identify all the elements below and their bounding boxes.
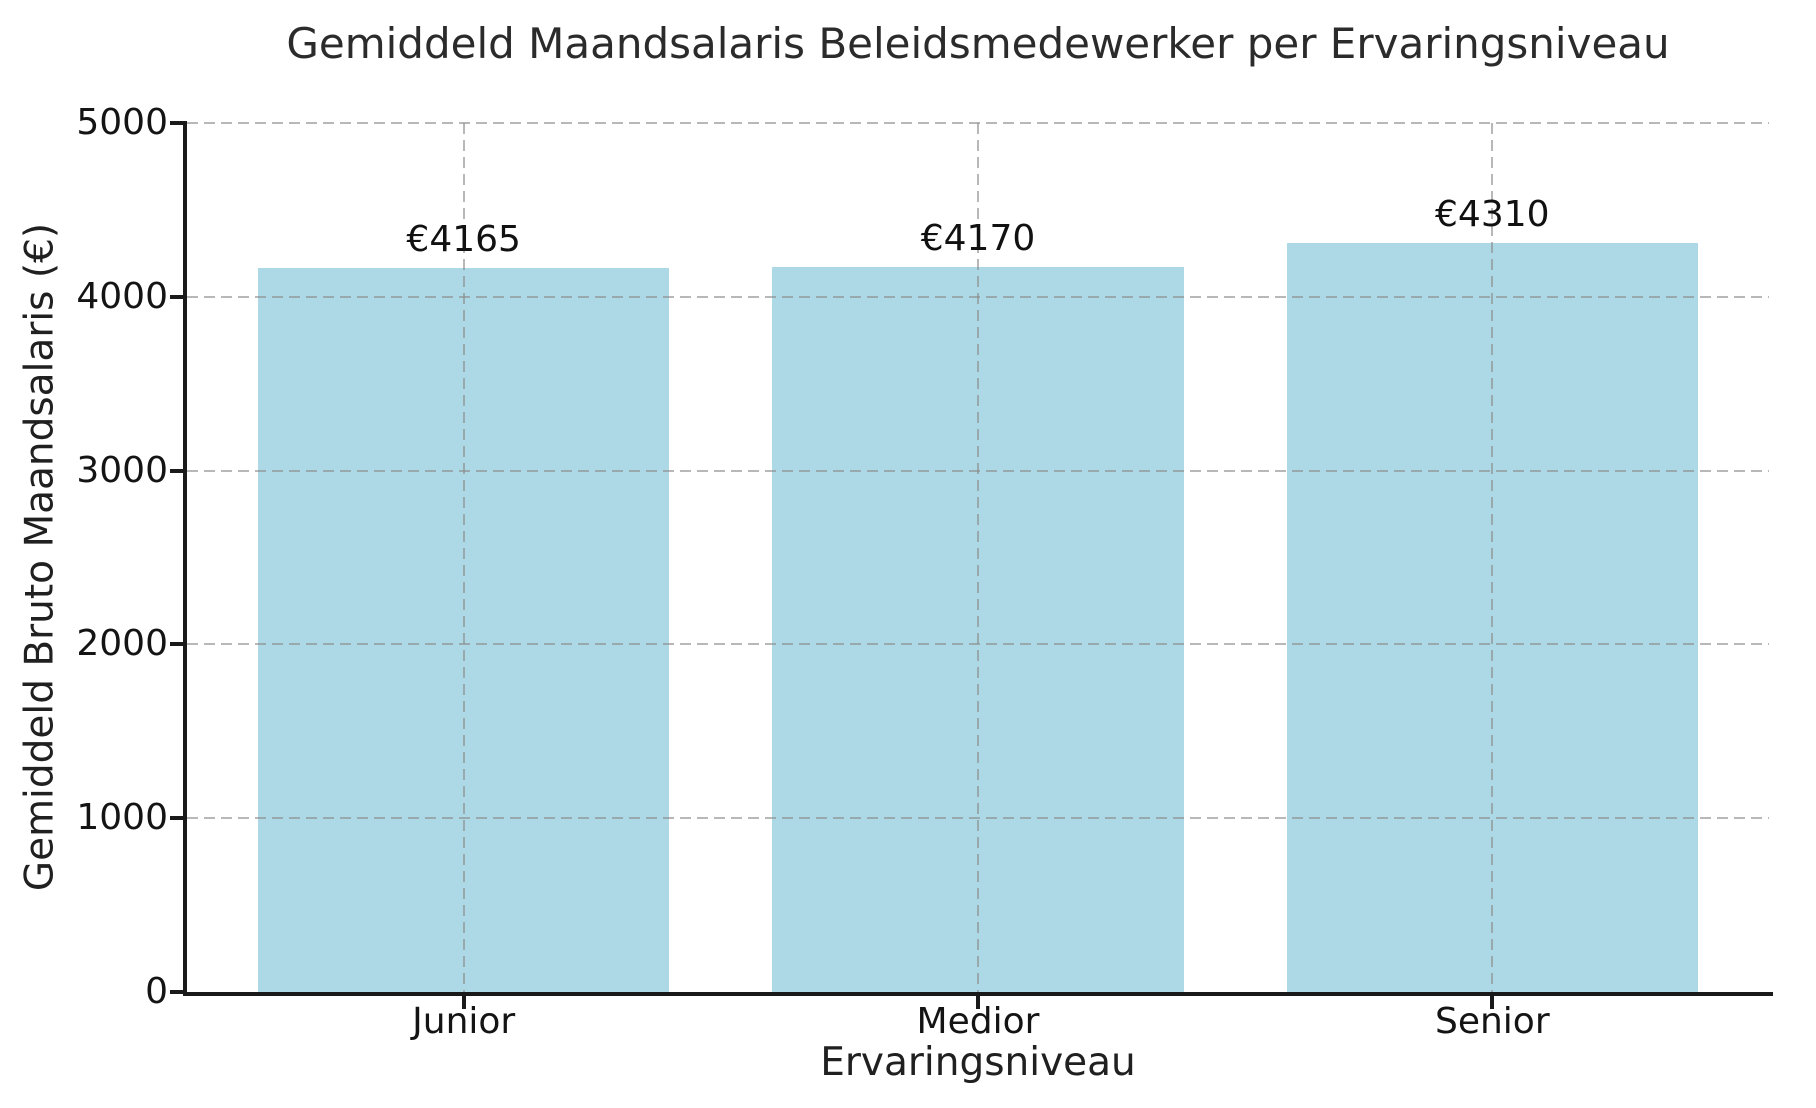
y-tick-label: 1000: [76, 797, 168, 839]
x-gridline: [977, 123, 979, 992]
y-axis-tick: [170, 121, 183, 125]
y-gridline: [187, 295, 1769, 298]
x-gridline: [1491, 123, 1494, 992]
y-axis-tick: [170, 642, 183, 647]
x-gridline: [462, 123, 465, 992]
y-axis-label: Gemiddeld Bruto Maandsalaris (€): [17, 222, 63, 892]
bar-value-label: €4310: [1435, 193, 1550, 235]
x-axis-label: Ervaringsniveau: [820, 1040, 1136, 1085]
x-axis-tick: [461, 996, 466, 1009]
y-axis-tick: [170, 294, 183, 299]
x-axis-tick: [976, 996, 980, 1009]
x-axis-tick: [1490, 996, 1495, 1009]
y-tick-label: 4000: [76, 275, 168, 317]
plot-area: €4165 €4170 €4310: [187, 122, 1769, 992]
x-axis-spine: [183, 992, 1773, 996]
y-tick-label: 0: [145, 971, 168, 1012]
y-gridline: [187, 469, 1769, 472]
chart-title: Gemiddeld Maandsalaris Beleidsmedewerker…: [286, 19, 1670, 68]
y-tick-label: 3000: [76, 449, 168, 491]
bar-value-label: €4170: [920, 218, 1036, 260]
y-tick-label: 5000: [76, 102, 168, 143]
y-gridline: [187, 817, 1769, 820]
y-tick-label: 2000: [76, 623, 168, 665]
y-axis-tick: [170, 468, 183, 473]
y-axis-spine: [183, 121, 187, 996]
y-axis-tick: [170, 816, 183, 821]
y-axis-tick: [170, 990, 183, 994]
bar-value-label: €4165: [406, 219, 521, 261]
y-gridline: [187, 643, 1769, 646]
y-gridline: [187, 122, 1769, 124]
